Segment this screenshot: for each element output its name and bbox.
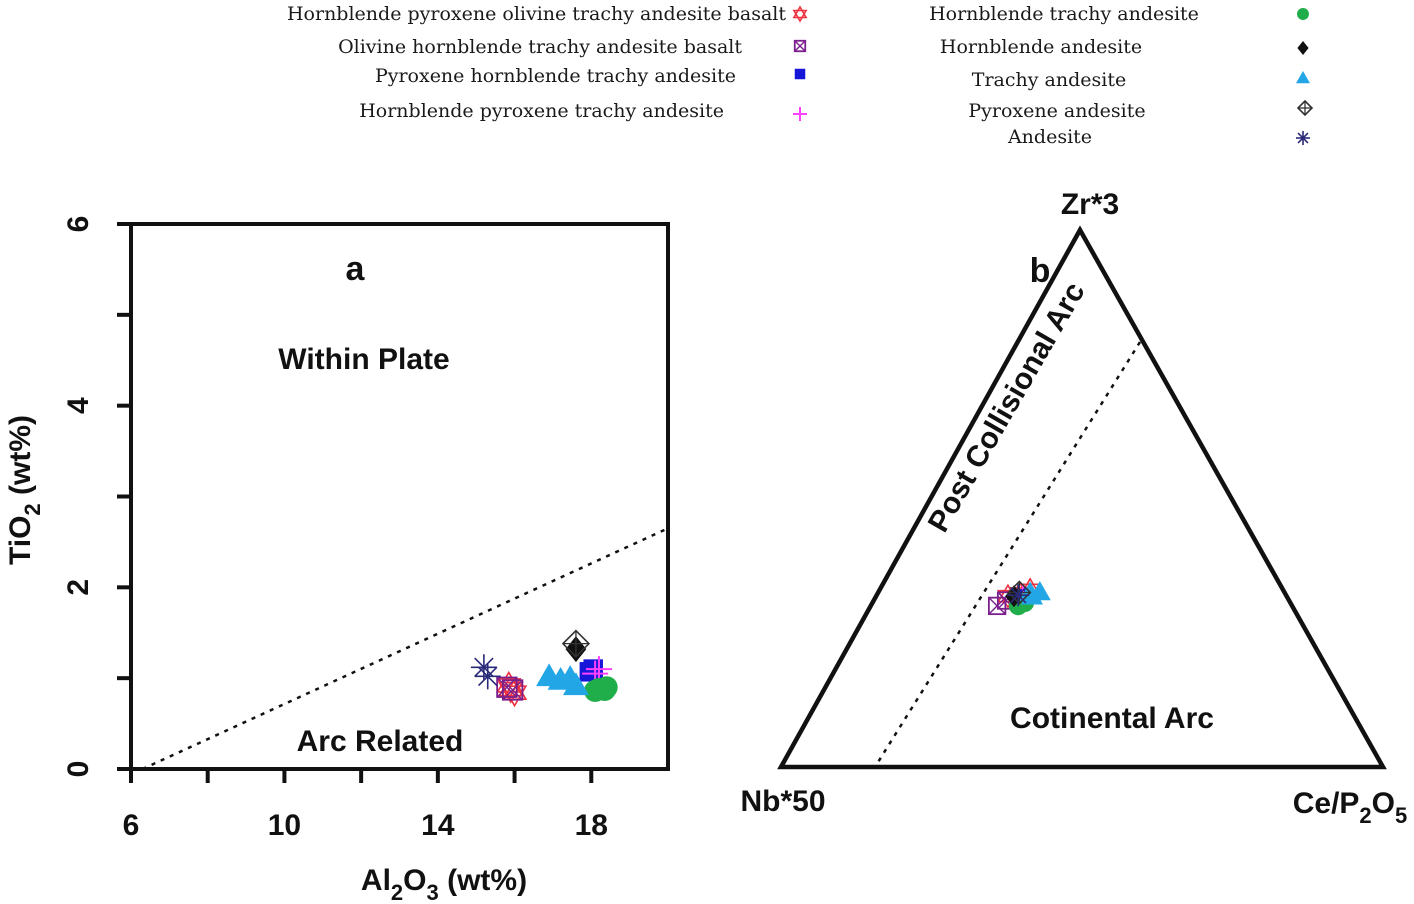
- legend-marker-plus: [793, 107, 807, 121]
- panel-b-label: b: [1030, 252, 1051, 290]
- panel-a-x-axis-label: Al2O3 (wt%): [361, 864, 527, 904]
- legend-label-5: Hornblende andesite: [940, 36, 1142, 58]
- legend-label-6: Trachy andesite: [972, 69, 1126, 91]
- panel-a-ticks: 6 10 14 18 0 2 4 6: [62, 216, 608, 842]
- vertex-top-label: Zr*3: [1061, 188, 1119, 221]
- vertex-right-label: Ce/P2O5: [1293, 787, 1408, 828]
- legend-marker-filled-circle: [1297, 8, 1309, 20]
- panel-a-label: a: [346, 250, 366, 288]
- legend-label-7: Pyroxene andesite: [968, 100, 1145, 122]
- legend: Hornblende pyroxene olivine trachy andes…: [287, 3, 1314, 148]
- y-tick-label: 6: [62, 216, 95, 233]
- panel-b-ternary: b Zr*3 Nb*50 Ce/P2O5 Post Collisional Ar…: [740, 188, 1407, 828]
- panel-b-boundary-line: [873, 341, 1142, 768]
- panel-a-point-hornblende-pyroxene-trachy-andesite: [585, 656, 612, 683]
- legend-label-4: Hornblende trachy andesite: [929, 3, 1199, 25]
- panel-a-scatter: 6 10 14 18 0 2 4 6 a Within Plate Arc Related A…: [4, 216, 670, 904]
- legend-label-1: Olivine hornblende trachy andesite basal…: [338, 36, 742, 58]
- panel-a-y-axis-label: TiO2 (wt%): [4, 415, 45, 565]
- panel-a-field-arc-related: Arc Related: [297, 725, 464, 758]
- y-tick-label: 2: [62, 579, 95, 596]
- legend-label-2: Pyroxene hornblende trachy andesite: [375, 65, 736, 87]
- legend-markers: [792, 5, 1314, 145]
- x-tick-label: 10: [268, 809, 301, 842]
- legend-marker-star-of-david: [792, 5, 808, 23]
- panel-b-data-points: [987, 577, 1051, 616]
- legend-label-0: Hornblende pyroxene olivine trachy andes…: [287, 3, 786, 25]
- panel-b-point-andesite: [1007, 584, 1030, 607]
- legend-marker-square-x: [793, 39, 807, 53]
- legend-marker-asterisk: [1296, 131, 1310, 145]
- legend-marker-filled-square: [794, 68, 806, 80]
- panel-a-point-trachy-andesite: [557, 665, 584, 688]
- panel-a-point-hornblende-trachy-andesite: [595, 676, 618, 699]
- y-tick-label: 4: [62, 397, 95, 414]
- x-tick-label: 14: [421, 809, 455, 842]
- x-tick-label: 6: [123, 809, 140, 842]
- y-tick-label: 0: [62, 761, 95, 778]
- panel-a-boundary-line: [141, 527, 669, 771]
- legend-label-8: Andesite: [1007, 126, 1092, 148]
- panel-a-field-within-plate: Within Plate: [278, 343, 449, 376]
- panel-b-field-post-collisional: Post Collisional Arc: [922, 277, 1092, 538]
- legend-marker-filled-triangle: [1296, 71, 1310, 84]
- x-tick-label: 18: [575, 809, 608, 842]
- panel-a-point-pyroxene-andesite: [561, 629, 591, 658]
- vertex-left-label: Nb*50: [740, 785, 825, 818]
- panel-a-point-andesite: [474, 663, 501, 690]
- panel-a-point-olivine-hornblende-trachy-andesite-basalt: [502, 679, 524, 701]
- panel-b-triangle: [777, 225, 1387, 770]
- panel-b-field-continental: Cotinental Arc: [1010, 702, 1214, 735]
- legend-marker-diamond-plus: [1296, 99, 1314, 117]
- legend-label-3: Hornblende pyroxene trachy andesite: [359, 100, 724, 122]
- panel-b-point-trachy-andesite: [1021, 585, 1043, 605]
- panel-a-data-points: [470, 629, 618, 708]
- legend-marker-filled-diamond: [1297, 41, 1309, 55]
